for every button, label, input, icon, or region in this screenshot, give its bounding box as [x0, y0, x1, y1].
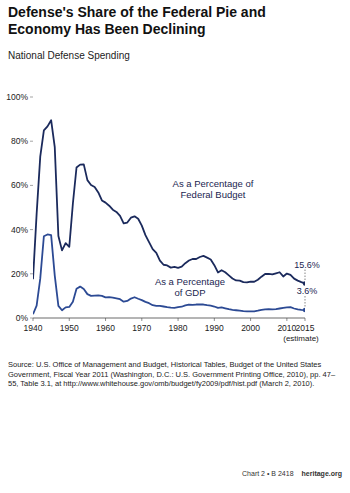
- x-tick-label: 1980: [169, 323, 188, 333]
- end-marker: [303, 308, 305, 312]
- x-tick-label: 1940: [24, 323, 43, 333]
- x-tick: [250, 318, 251, 321]
- y-tick-label: 60%: [11, 180, 28, 190]
- series-line: [33, 234, 305, 314]
- x-tick-label: 1990: [205, 323, 224, 333]
- publisher: heritage.org: [302, 470, 342, 477]
- leader-line: [305, 296, 306, 308]
- x-tick: [141, 318, 142, 321]
- leader-line: [305, 270, 306, 282]
- x-tick: [286, 318, 287, 321]
- source-note: Source: U.S. Office of Management and Bu…: [8, 360, 338, 389]
- y-tick: [30, 318, 33, 319]
- x-tick-label: 1950: [60, 323, 79, 333]
- footer: heritage.org Chart 2 • B 2418: [8, 470, 342, 477]
- series-line: [33, 120, 305, 283]
- x-tick-label: 2015: [296, 323, 315, 333]
- y-tick-label: 0%: [16, 313, 29, 323]
- y-tick: [30, 97, 33, 98]
- x-tick: [69, 318, 70, 321]
- y-tick-label: 80%: [11, 136, 28, 146]
- x-tick: [214, 318, 215, 321]
- x-axis: [33, 318, 305, 319]
- x-tick: [178, 318, 179, 321]
- plot-area: [33, 120, 305, 314]
- y-tick-label: 40%: [11, 225, 28, 235]
- y-tick: [30, 229, 33, 230]
- y-tick-label: 20%: [11, 269, 28, 279]
- y-tick: [30, 185, 33, 186]
- y-tick-label: 100%: [6, 92, 28, 102]
- x-tick: [105, 318, 106, 321]
- estimate-note: (estimate): [283, 334, 319, 343]
- x-tick: [33, 318, 34, 321]
- end-label: 3.6%: [297, 286, 318, 296]
- y-tick: [30, 273, 33, 274]
- annotation: As a Percentage of GDP: [150, 276, 230, 298]
- x-tick-label: 1960: [96, 323, 115, 333]
- y-tick: [30, 141, 33, 142]
- title: Defense's Share of the Federal Pie and E…: [8, 4, 328, 38]
- x-tick: [305, 318, 306, 321]
- subtitle: National Defense Spending: [8, 50, 130, 61]
- x-tick-label: 2010: [277, 323, 296, 333]
- chart: 0% 20% 40% 60% 80% 100% 1940 1950 1960 1970 1980 19…: [0, 0, 350, 493]
- x-tick-label: 1970: [132, 323, 151, 333]
- end-label: 15.6%: [294, 260, 320, 270]
- annotation: As a Percentage of Federal Budget: [168, 178, 258, 200]
- chart-id: Chart 2 • B 2418: [242, 470, 293, 477]
- x-tick-label: 2000: [241, 323, 260, 333]
